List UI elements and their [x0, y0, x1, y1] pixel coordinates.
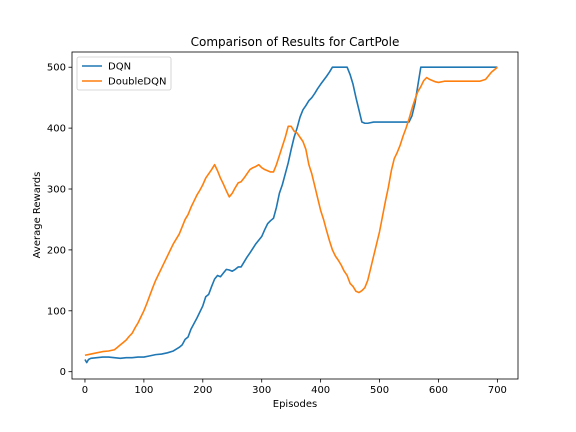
- x-tick-label: 200: [193, 385, 212, 396]
- y-tick-label: 400: [47, 124, 66, 135]
- y-axis-ticks: 0 100 200 300 400 500: [47, 63, 72, 378]
- legend: DQN DoubleDQN: [76, 56, 172, 91]
- x-tick-label: 500: [370, 385, 389, 396]
- x-tick-label: 300: [252, 385, 271, 396]
- legend-label-doubledqn: DoubleDQN: [108, 77, 167, 88]
- y-tick-label: 100: [47, 306, 66, 317]
- y-tick-label: 0: [60, 367, 66, 378]
- series-line-doubledqn: [84, 66, 498, 357]
- x-tick-label: 400: [311, 385, 330, 396]
- x-tick-label: 100: [134, 385, 153, 396]
- x-axis-ticks: 0 100 200 300 400 500 600 700: [82, 379, 507, 396]
- series-layer: [84, 66, 498, 364]
- legend-label-dqn: DQN: [108, 62, 131, 73]
- plot-frame: [71, 51, 519, 380]
- x-tick-label: 700: [488, 385, 507, 396]
- chart-title: Comparison of Results for CartPole: [191, 35, 400, 49]
- y-tick-label: 500: [47, 63, 66, 74]
- y-tick-label: 200: [47, 245, 66, 256]
- y-axis-label: Average Rewards: [32, 172, 43, 259]
- series-line-dqn: [84, 66, 498, 364]
- x-tick-label: 0: [82, 385, 88, 396]
- x-tick-label: 600: [429, 385, 448, 396]
- y-tick-label: 300: [47, 185, 66, 196]
- x-axis-label: Episodes: [273, 399, 317, 410]
